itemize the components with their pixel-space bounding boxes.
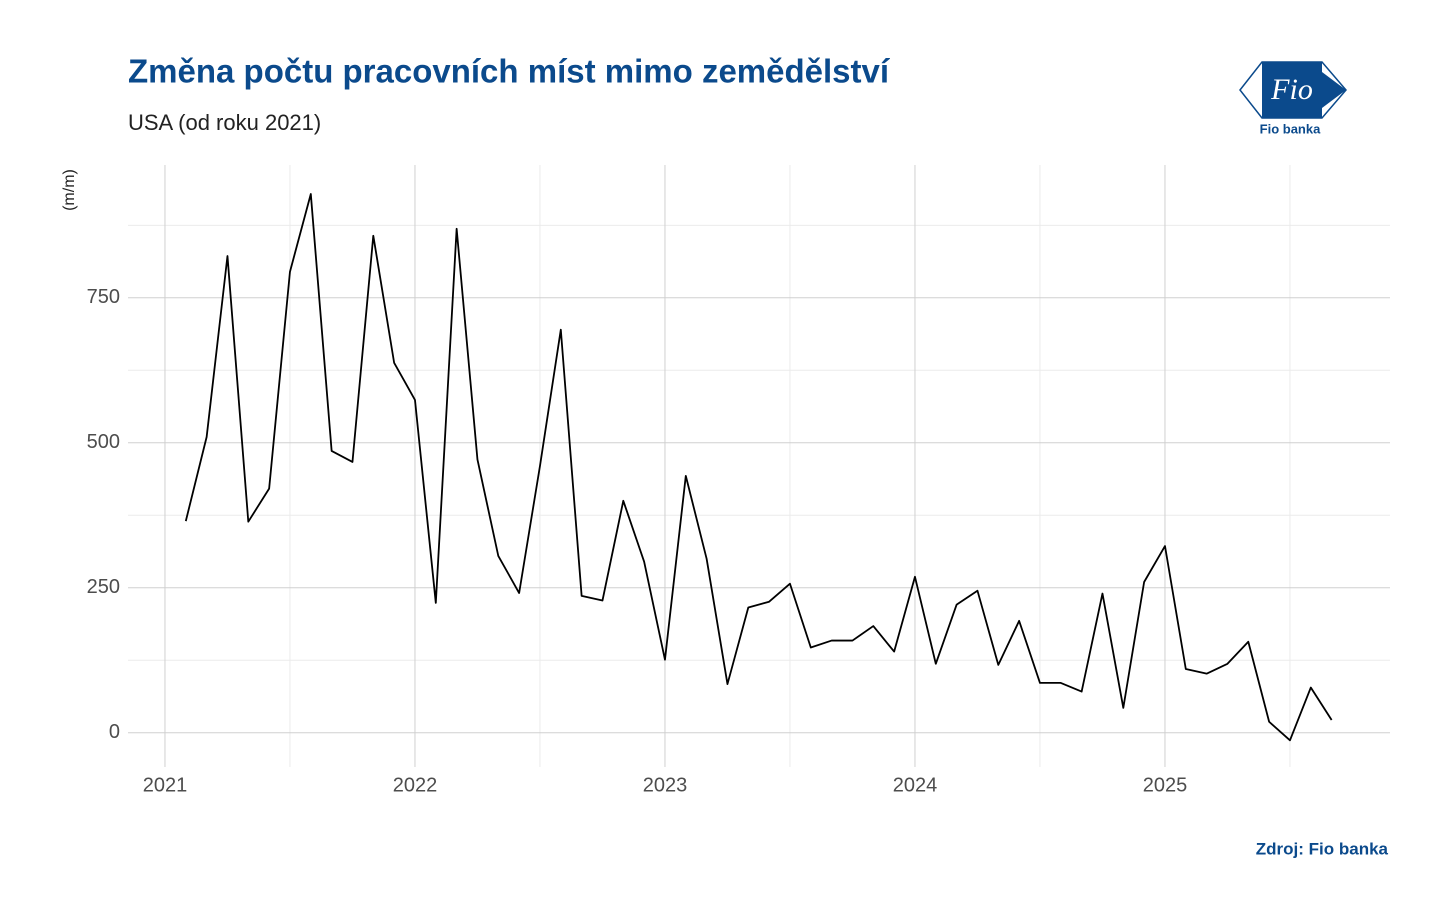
source: Zdroj: Fio banka: [1256, 839, 1389, 858]
x-tick-label: 2023: [643, 774, 688, 796]
x-tick-label: 2021: [143, 774, 188, 796]
x-tick-label: 2022: [393, 774, 438, 796]
x-tick-label: 2025: [1143, 774, 1188, 796]
y-axis-label: (m/m): [61, 169, 78, 211]
logo-tip: [1322, 72, 1346, 108]
y-tick-label: 750: [87, 286, 120, 308]
line-series: [184, 193, 1333, 742]
chart-subtitle: USA (od roku 2021): [128, 110, 321, 135]
y-tick-label: 0: [109, 721, 120, 743]
logo-flag: [1262, 62, 1322, 118]
logo: Fio Fio banka: [1239, 61, 1347, 136]
logo-mark: Fio: [1270, 73, 1313, 106]
logo-name: Fio banka: [1260, 121, 1321, 136]
chart-title: Změna počtu pracovních míst mimo zeměděl…: [128, 53, 891, 90]
y-tick-label: 250: [87, 576, 120, 598]
y-tick-label: 500: [87, 431, 120, 453]
x-tick-label: 2024: [893, 774, 938, 796]
